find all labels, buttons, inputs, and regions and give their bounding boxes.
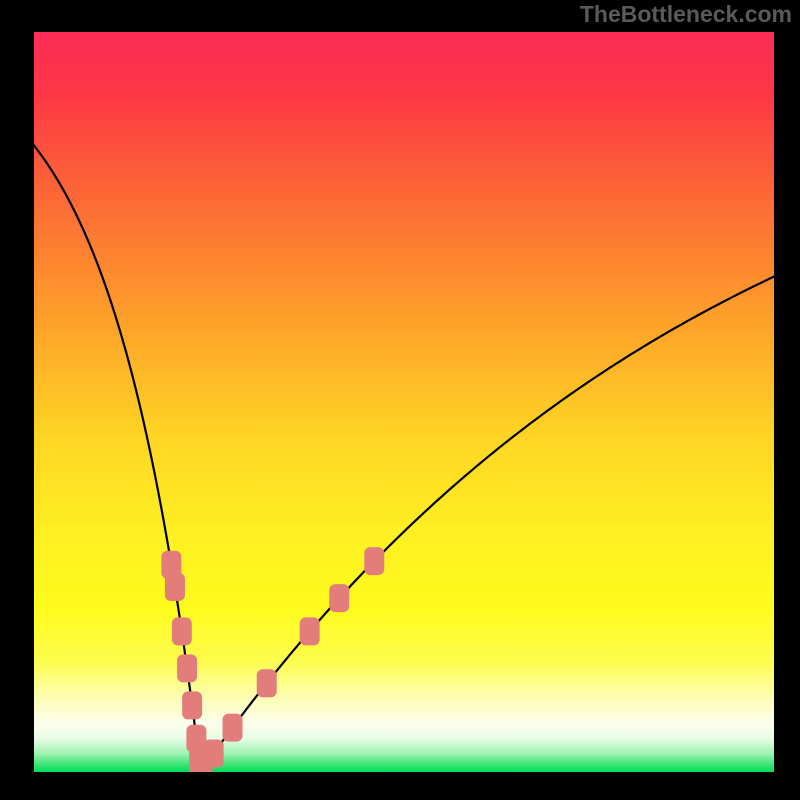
curve-marker	[177, 654, 197, 682]
curve-marker	[300, 617, 320, 645]
plot-area	[34, 32, 774, 772]
chart-container: TheBottleneck.com	[0, 0, 800, 800]
chart-svg	[34, 32, 774, 772]
curve-marker	[257, 669, 277, 697]
gradient-background	[34, 32, 774, 772]
curve-marker	[172, 617, 192, 645]
curve-marker	[329, 584, 349, 612]
curve-marker	[182, 691, 202, 719]
watermark-text: TheBottleneck.com	[580, 1, 792, 28]
curve-marker	[204, 740, 224, 768]
curve-marker	[165, 573, 185, 601]
curve-marker	[364, 547, 384, 575]
curve-marker	[223, 714, 243, 742]
